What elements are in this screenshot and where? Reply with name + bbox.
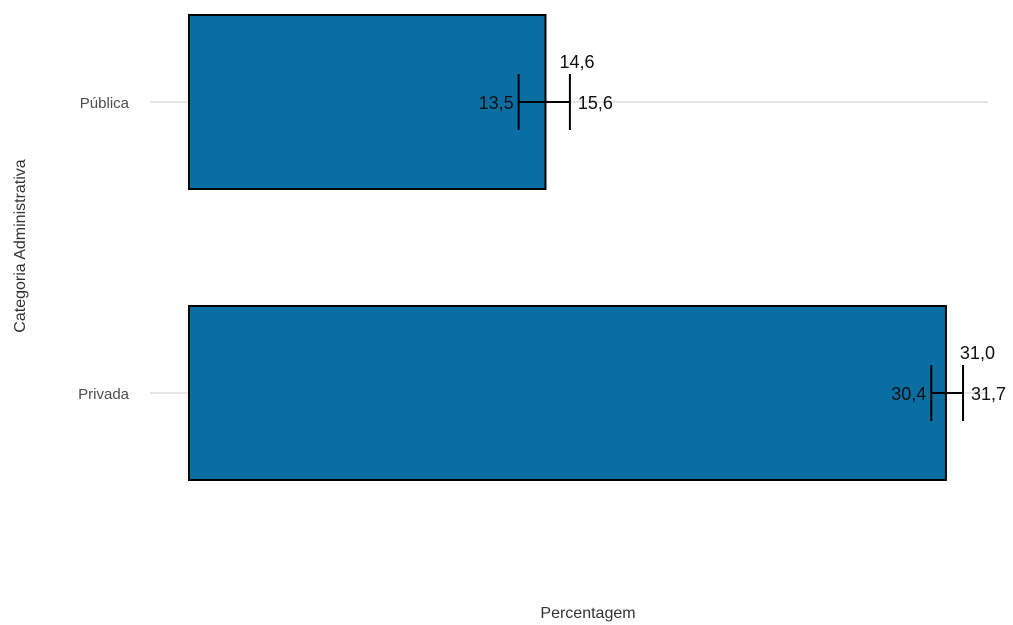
- data-labels-layer: 14,6 13,5 15,6 31,0 30,4 31,7: [479, 52, 1006, 404]
- x-axis-title: Percentagem: [540, 605, 635, 622]
- error-bars-layer: [517, 74, 965, 421]
- y-axis-title: Categoria Administrativa: [12, 159, 29, 333]
- y-tick-label-publica: Pública: [80, 95, 130, 112]
- bars-layer: [188, 14, 947, 481]
- value-label-publica: 14,6: [559, 52, 594, 72]
- y-tick-label-privada: Privada: [78, 386, 130, 403]
- value-label-privada: 31,0: [960, 343, 995, 363]
- ci-high-label-publica: 15,6: [578, 93, 613, 113]
- ci-low-label-publica: 13,5: [479, 93, 514, 113]
- ci-high-label-privada: 31,7: [971, 384, 1006, 404]
- y-tick-labels: Pública Privada: [78, 95, 130, 403]
- bar-privada: [188, 305, 947, 481]
- ci-low-label-privada: 30,4: [891, 384, 926, 404]
- bar-publica: [188, 14, 547, 190]
